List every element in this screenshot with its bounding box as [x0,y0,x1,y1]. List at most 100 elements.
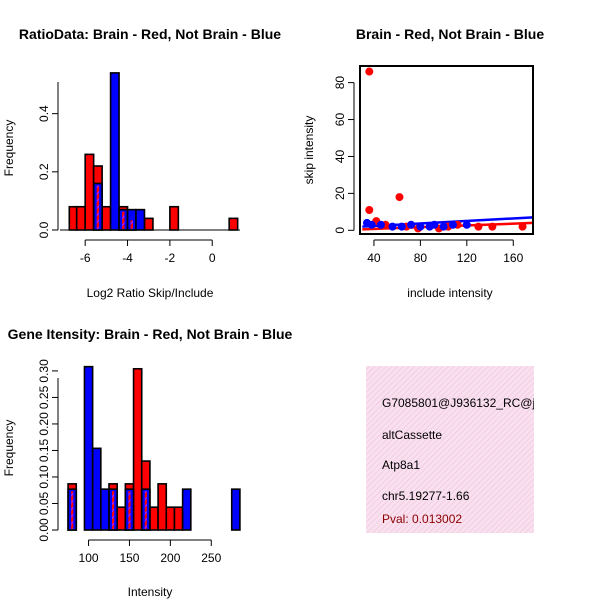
ratio-bar-brain [75,205,86,231]
scatter-point-not-brain [462,220,471,229]
ratio-chart-title: RatioData: Brain - Red, Not Brain - Blue [19,26,281,42]
ratio-x-tick-label: -4 [122,251,133,265]
scatter-y-tick-label: 80 [333,76,347,90]
intensity-bar-brain [157,483,168,531]
ratio-bars [68,72,239,231]
ratio-bar-brain [143,217,154,231]
ratio-y-axis: 0.0 0.2 0.4 [37,82,59,238]
ratio-bar-overlap [96,185,100,229]
ratio-bar-brain [68,205,78,231]
scatter-x-tick-label: 80 [414,251,428,265]
intensity-bar-not-brain [230,488,241,531]
intensity-bar-brain [173,506,184,531]
ratio-bar-overlap [122,211,125,229]
info-location: chr5.19277-1.66 [382,489,470,503]
scatter-point-not-brain [439,222,448,231]
scatter-points [362,67,527,233]
intensity-y-tick-label: 0.15 [37,438,51,462]
intensity-x-tick-label: 250 [201,551,221,565]
scatter-point-not-brain [407,220,416,229]
ratio-bar-brain [101,205,112,231]
ratio-y-tick-label: 0.4 [37,105,51,122]
scatter-x-tick-label: 40 [367,251,381,265]
intensity-y-axis: 0.00 0.05 0.10 0.15 0.20 0.25 0.30 [37,359,59,542]
info-panel-background [366,366,534,533]
scatter-point-not-brain [448,220,457,229]
ratio-bar-not-brain [109,72,120,231]
intensity-x-axis: 100 150 200 250 [79,539,222,565]
scatter-point-brain [365,206,374,214]
scatter-x-tick-label: 160 [503,251,523,265]
scatter-point-brain [395,193,404,202]
ratio-bar-overlap [130,220,133,229]
scatter-point-brain [365,67,374,76]
scatter-y-axis: 0 20 40 60 80 [333,76,355,234]
info-gene-name: Atp8a1 [382,458,420,472]
scatter-y-label: skip intensity [302,116,316,185]
intensity-x-tick-label: 100 [79,551,99,565]
intensity-chart-title: Gene Itensity: Brain - Red, Not Brain - … [8,326,293,342]
scatter-point-not-brain [388,222,397,231]
scatter-plot-frame [359,65,534,235]
ratio-x-label: Log2 Ratio Skip/Include [87,286,214,300]
ratio-bar-brain [169,205,180,231]
scatter-point-not-brain [397,222,406,231]
scatter-y-tick-label: 0 [333,227,347,234]
scatter-x-axis: 40 80 120 160 [367,239,524,265]
intensity-bars [67,365,241,531]
scatter-point-not-brain [430,220,439,229]
ratio-x-tick-label: -6 [80,251,91,265]
ratio-bar-not-brain [135,208,146,231]
scatter-point-brain [518,222,527,231]
intensity-bar-not-brain [83,365,94,531]
scatter-panel: Brain - Red, Not Brain - Blue 40 80 120 160… [302,26,544,300]
intensity-bar-brain [165,506,176,531]
ratio-bar-brain [84,153,95,231]
scatter-chart-title: Brain - Red, Not Brain - Blue [356,26,544,42]
intensity-bar-brain [116,506,127,531]
ratio-y-tick-label: 0.0 [37,221,51,238]
intensity-bar-not-brain [100,488,110,531]
intensity-bar-brain [132,367,143,531]
ratio-x-tick-label: 0 [209,251,216,265]
scatter-y-tick-label: 20 [333,186,347,200]
scatter-point-not-brain [376,220,385,229]
scatter-x-label: include intensity [407,286,492,300]
intensity-bar-overlap [144,491,147,529]
ratio-y-label: Frequency [2,120,16,177]
ratio-bar-brain [228,217,239,231]
scatter-point-not-brain [416,222,425,231]
intensity-bar-brain [149,506,159,531]
scatter-point-brain [474,222,483,231]
intensity-y-tick-label: 0.00 [37,518,51,542]
intensity-x-label: Intensity [128,585,173,599]
intensity-bar-overlap [71,491,74,529]
ratio-y-tick-label: 0.2 [37,163,51,180]
intensity-y-tick-label: 0.30 [37,359,51,383]
ratio-x-axis: -6 -4 -2 0 [80,239,216,265]
intensity-y-tick-label: 0.25 [37,385,51,409]
scatter-y-tick-label: 60 [333,113,347,127]
intensity-bar-not-brain [91,447,102,531]
info-pval: Pval: 0.013002 [382,512,462,526]
scatter-point-brain [488,222,497,231]
intensity-y-tick-label: 0.05 [37,491,51,515]
scatter-x-tick-label: 120 [457,251,477,265]
intensity-x-tick-label: 150 [119,551,139,565]
intensity-x-tick-label: 200 [160,551,180,565]
intensity-bar-overlap [128,491,131,529]
intensity-y-label: Frequency [2,420,16,477]
intensity-y-tick-label: 0.20 [37,412,51,436]
ratio-panel: RatioData: Brain - Red, Not Brain - Blue… [2,26,281,300]
scatter-y-tick-label: 40 [333,149,347,163]
info-probe-id: G7085801@J936132_RC@j_at [382,396,552,410]
ratio-x-tick-label: -2 [165,251,176,265]
intensity-panel: Gene Itensity: Brain - Red, Not Brain - … [2,326,293,599]
intensity-bar-overlap [112,491,115,529]
info-panel: G7085801@J936132_RC@j_at altCassette Atp… [366,366,552,533]
intensity-bar-not-brain [181,488,192,531]
intensity-y-tick-label: 0.10 [37,465,51,489]
scatter-point-not-brain [367,220,376,229]
info-event-type: altCassette [382,428,442,442]
